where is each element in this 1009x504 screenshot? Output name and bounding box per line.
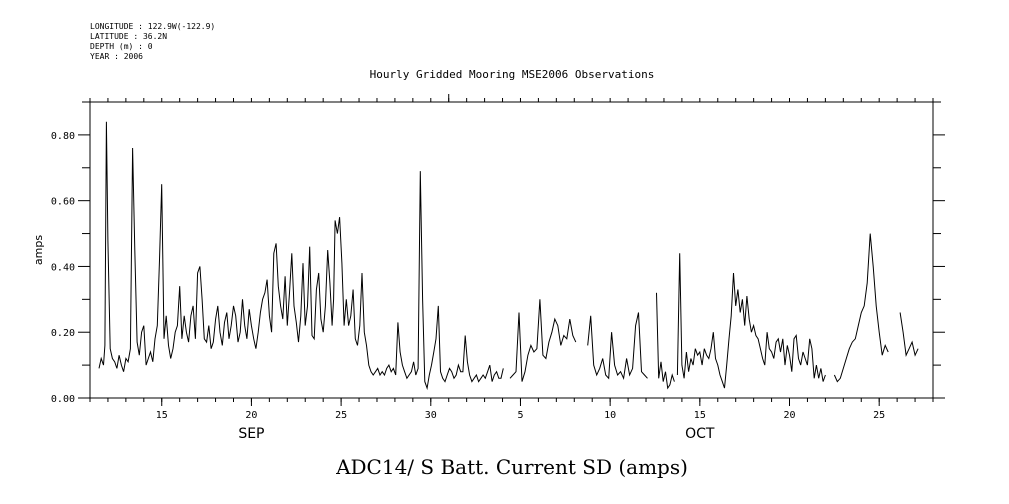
y-tick-label: 0.60 (51, 197, 75, 208)
chart-title: Hourly Gridded Mooring MSE2006 Observati… (369, 68, 655, 81)
series-line-segment (833, 233, 889, 383)
depth-label: DEPTH (m) : 0 (90, 42, 153, 51)
y-axis-label: amps (32, 235, 45, 265)
y-tick-label: 0.40 (51, 262, 75, 273)
x-tick-label: 25 (873, 410, 885, 421)
series-line-segment (509, 299, 577, 382)
x-tick-label: 20 (783, 410, 795, 421)
month-label: OCT (685, 426, 715, 442)
series-line-segment (676, 253, 826, 389)
series-line-segment (587, 312, 648, 381)
x-tick-label: 5 (517, 410, 523, 421)
year-label: YEAR : 2006 (90, 52, 143, 61)
x-tick-label: 25 (335, 410, 347, 421)
x-tick-label: 10 (604, 410, 616, 421)
series-line-segment (98, 121, 504, 391)
x-tick-label: 20 (245, 410, 257, 421)
x-tick-label: 15 (694, 410, 706, 421)
latitude-label: LATITUDE : 36.2N (90, 32, 168, 41)
y-tick-label: 0.80 (51, 131, 75, 142)
month-label: SEP (238, 426, 264, 442)
longitude-label: LONGITUDE : 122.9W(-122.9) (90, 22, 216, 31)
y-tick-label: 0.00 (51, 394, 75, 405)
series-line-segment (656, 292, 675, 390)
x-tick-label: 30 (425, 410, 437, 421)
variable-caption: ADC14/ S Batt. Current SD (amps) (336, 455, 688, 479)
y-tick-label: 0.20 (51, 328, 75, 339)
plot-frame (89, 101, 934, 399)
x-tick-label: 15 (156, 410, 168, 421)
series-line-segment (899, 312, 919, 357)
metadata-block: LONGITUDE : 122.9W(-122.9) LATITUDE : 36… (90, 22, 215, 62)
